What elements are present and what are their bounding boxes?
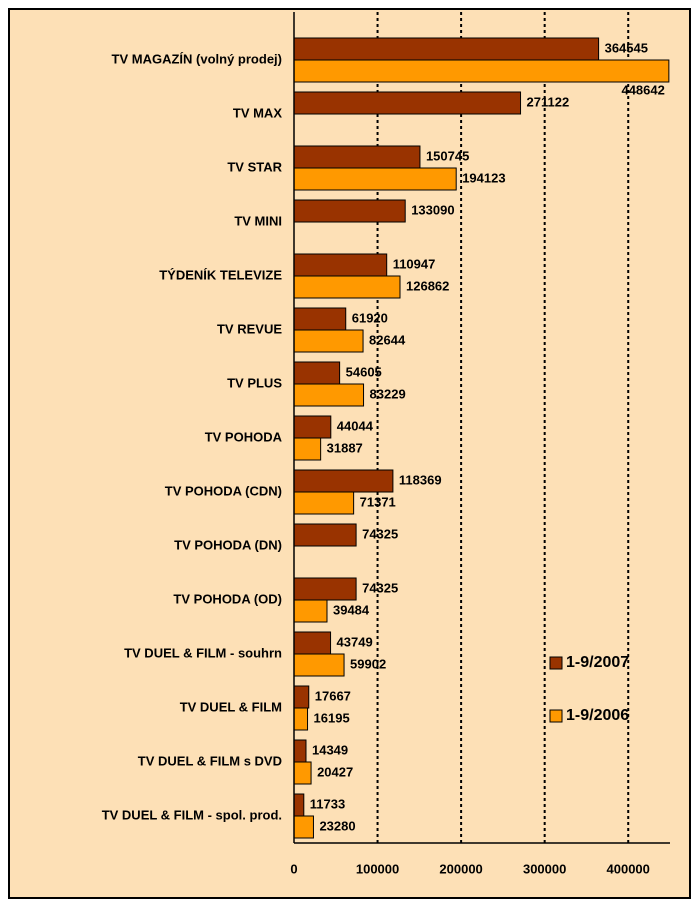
y-tick-label: TV DUEL & FILM s DVD	[138, 753, 282, 768]
y-tick-label: TV MAX	[233, 105, 282, 120]
x-tick-label: 200000	[439, 861, 482, 876]
x-tick-label: 100000	[356, 861, 399, 876]
bar	[293, 253, 388, 277]
y-tick-label: TV POHODA (CDN)	[165, 483, 282, 498]
y-tick-label: TV PLUS	[227, 375, 282, 390]
bar	[293, 491, 355, 515]
value-label: 20427	[317, 764, 353, 779]
y-tick-label: TV MINI	[234, 213, 282, 228]
x-tick-label: 0	[290, 861, 297, 876]
y-tick-label: TV POHODA (DN)	[174, 537, 282, 552]
value-label: 11733	[310, 796, 345, 811]
value-label: 194123	[462, 170, 505, 185]
bar	[293, 631, 332, 655]
value-label: 16195	[314, 710, 350, 725]
y-tick-label: TV STAR	[227, 159, 282, 174]
bar	[293, 437, 322, 461]
value-label: 133090	[411, 202, 454, 217]
bar	[293, 37, 600, 61]
value-label: 83229	[370, 386, 406, 401]
bar	[293, 145, 421, 169]
value-label: 61920	[352, 310, 388, 325]
legend: 1-9/2007 1-9/2006	[549, 654, 629, 724]
bar	[293, 815, 314, 839]
bar	[293, 361, 341, 385]
value-label: 448642	[621, 82, 664, 97]
legend-swatch	[549, 709, 563, 723]
value-label: 14349	[312, 742, 348, 757]
x-tick-label: 400000	[607, 861, 650, 876]
bar	[293, 415, 332, 439]
value-label: 39484	[333, 602, 370, 617]
bar	[293, 523, 357, 547]
x-tick-label: 300000	[523, 861, 566, 876]
y-tick-label: TV DUEL & FILM - souhrn	[124, 645, 282, 660]
value-label: 74325	[362, 580, 398, 595]
bar	[293, 91, 522, 115]
y-tick-label: TV DUEL & FILM - spol. prod.	[102, 807, 282, 822]
y-tick-label: TV REVUE	[217, 321, 282, 336]
value-label: 74325	[362, 526, 398, 541]
bar	[293, 167, 457, 191]
y-tick-label: TV DUEL & FILM	[180, 699, 282, 714]
value-label: 150745	[426, 148, 469, 163]
bar	[293, 577, 357, 601]
value-label: 17667	[315, 688, 351, 703]
legend-label: 1-9/2006	[566, 707, 629, 724]
bar	[293, 707, 309, 731]
legend-swatch	[549, 656, 563, 670]
y-tick-label: TV POHODA (OD)	[173, 591, 282, 606]
y-tick-label: TÝDENÍK TELEVIZE	[159, 267, 282, 282]
bar	[293, 793, 305, 817]
value-label: 82644	[369, 332, 406, 347]
bar	[293, 653, 345, 677]
value-label: 43749	[337, 634, 373, 649]
value-label: 59902	[350, 656, 386, 671]
bar	[293, 739, 307, 763]
bar	[293, 685, 310, 709]
bar	[293, 275, 401, 299]
value-label: 71371	[360, 494, 396, 509]
value-label: 31887	[327, 440, 363, 455]
bar	[293, 599, 328, 623]
value-label: 54605	[346, 364, 382, 379]
bar	[293, 761, 312, 785]
value-label: 44044	[337, 418, 374, 433]
value-label: 271122	[527, 94, 570, 109]
bar	[293, 329, 364, 353]
y-tick-label: TV MAGAZÍN (volný prodej)	[112, 51, 282, 66]
y-tick-label: TV POHODA	[205, 429, 283, 444]
value-label: 110947	[393, 256, 436, 271]
bar	[293, 469, 394, 493]
legend-label: 1-9/2007	[566, 654, 629, 671]
value-label: 118369	[399, 472, 442, 487]
bar	[293, 383, 365, 407]
bar	[293, 59, 670, 83]
bar	[293, 307, 347, 331]
bar	[293, 199, 406, 223]
value-label: 23280	[319, 818, 355, 833]
value-label: 126862	[406, 278, 449, 293]
value-label: 364545	[605, 40, 648, 55]
